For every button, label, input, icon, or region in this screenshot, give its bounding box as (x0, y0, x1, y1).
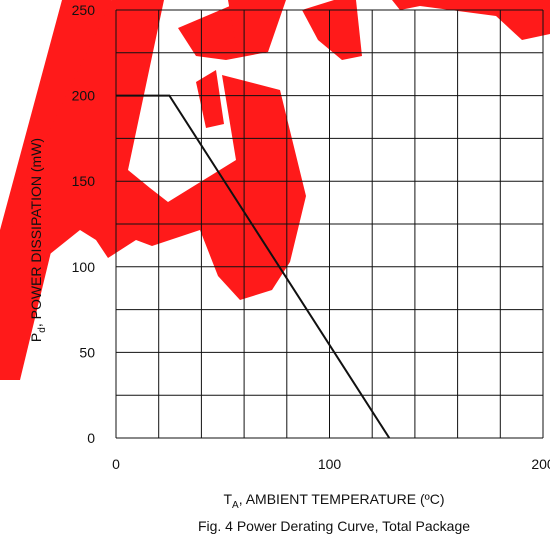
x-tick-labels: 0 100 200 (112, 456, 550, 472)
grid-lines (115, 9, 544, 439)
x-tick-label: 100 (318, 456, 342, 472)
series-layer (116, 94, 391, 439)
watermark-graphic (0, 0, 550, 380)
derating-curve (116, 94, 391, 439)
y-tick-label: 0 (87, 430, 95, 446)
x-tick-label: 0 (112, 456, 120, 472)
x-axis-label: TA, AMBIENT TEMPERATURE (ºC) (223, 491, 444, 511)
y-tick-label: 50 (79, 344, 95, 360)
figure-caption: Fig. 4 Power Derating Curve, Total Packa… (198, 518, 470, 534)
y-tick-label: 250 (72, 2, 96, 18)
y-tick-label: 150 (72, 173, 96, 189)
y-tick-labels: 0 50 100 150 200 250 (72, 2, 96, 446)
y-axis-label: Pd, POWER DISSIPATION (mW) (28, 138, 48, 342)
x-tick-label: 200 (531, 456, 550, 472)
y-tick-label: 100 (72, 259, 96, 275)
y-tick-label: 200 (72, 88, 96, 104)
